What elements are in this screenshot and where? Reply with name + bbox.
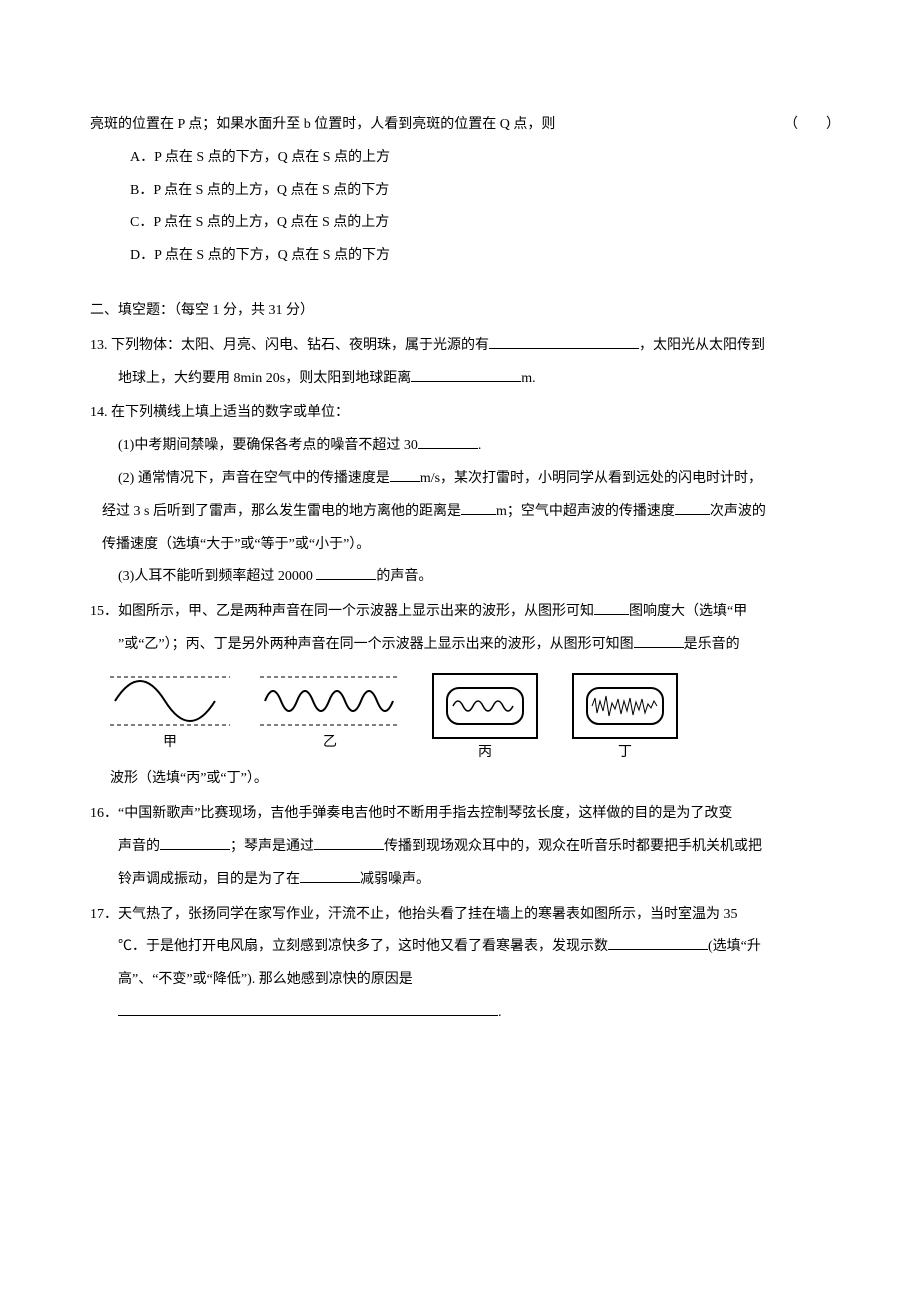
waveforms-figure: 甲 乙 丙 丁 — [90, 671, 840, 763]
q15-line2: ”或“乙”）；丙、丁是另外两种声音在同一个示波器上显示出来的波形，从图形可知图 是… — [90, 630, 840, 661]
wave-bing-label: 丙 — [478, 743, 492, 763]
q15-line3: 波形（选填“丙”或“丁”）。 — [90, 764, 840, 795]
q16-f: 减弱噪声。 — [360, 872, 430, 887]
wave-yi-svg — [260, 671, 400, 731]
q16-line3: 铃声调成振动，目的是为了在 减弱噪声。 — [90, 865, 840, 896]
q16-c: ；琴声是通过 — [230, 839, 314, 854]
q14-p1-pre: (1)中考期间禁噪，要确保各考点的噪音不超过 30 — [118, 438, 418, 453]
wave-yi: 乙 — [260, 671, 400, 753]
q14-p2-blank1[interactable] — [390, 465, 420, 482]
q12-option-B: B．P 点在 S 点的上方，Q 点在 S 点的下方 — [90, 176, 840, 207]
q13-blank1[interactable] — [489, 332, 639, 349]
q14-p2-c: 经过 3 s 后听到了雷声，那么发生雷电的地方离他的距离是 — [102, 504, 461, 519]
q13-blank2[interactable] — [411, 365, 521, 382]
q14-p2-blank3[interactable] — [675, 498, 710, 515]
wave-bing-svg — [430, 671, 540, 741]
q17-line1: 17．天气热了，张扬同学在家写作业，汗流不止，他抬头看了挂在墙上的寒暑表如图所示… — [90, 900, 840, 931]
q16-b: 声音的 — [118, 839, 160, 854]
q13-line1: 13. 下列物体：太阳、月亮、闪电、钻石、夜明珠，属于光源的有 ，太阳光从太阳传到 — [90, 331, 840, 362]
q12-option-A: A．P 点在 S 点的下方，Q 点在 S 点的上方 — [90, 143, 840, 174]
q14-p2-line1: (2) 通常情况下，声音在空气中的传播速度是 m/s，某次打雷时，小明同学从看到远… — [90, 464, 840, 495]
q17-e: . — [498, 1005, 502, 1020]
q13-cont1: 地球上，大约要用 8min 20s，则太阳到地球距离 — [118, 371, 411, 386]
q15-blank1[interactable] — [594, 598, 629, 615]
q16-d: 传播到现场观众耳中的，观众在听音乐时都要把手机关机或把 — [384, 839, 762, 854]
q12-stem-cont: 亮斑的位置在 P 点；如果水面升至 b 位置时，人看到亮斑的位置在 Q 点，则 … — [90, 110, 840, 141]
q14-p3-pre: (3)人耳不能听到频率超过 20000 — [118, 569, 316, 584]
wave-yi-label: 乙 — [323, 733, 337, 753]
wave-ding-label: 丁 — [618, 743, 632, 763]
q12-text: 亮斑的位置在 P 点；如果水面升至 b 位置时，人看到亮斑的位置在 Q 点，则 — [90, 117, 555, 132]
q15-d: 是乐音的 — [684, 637, 740, 652]
wave-ding: 丁 — [570, 671, 680, 763]
q15-line1: 15．如图所示，甲、乙是两种声音在同一个示波器上显示出来的波形，从图形可知 图响度… — [90, 597, 840, 628]
q17-b: ℃．于是他打开电风扇，立刻感到凉快多了，这时他又看了看寒暑表，发现示数 — [118, 939, 608, 954]
q12-option-D: D．P 点在 S 点的下方，Q 点在 S 点的下方 — [90, 241, 840, 272]
q17-line4: . — [90, 998, 840, 1029]
q14-p1-blank[interactable] — [418, 432, 478, 449]
q14-p1: (1)中考期间禁噪，要确保各考点的噪音不超过 30. — [90, 431, 840, 462]
q12-option-C: C．P 点在 S 点的上方，Q 点在 S 点的上方 — [90, 208, 840, 239]
q16-e: 铃声调成振动，目的是为了在 — [118, 872, 300, 887]
q12-paren: （ ） — [784, 110, 840, 141]
q17-blank1[interactable] — [608, 934, 708, 951]
q17-line3: 高”、“不变”或“降低”). 那么她感到凉快的原因是 — [90, 965, 840, 996]
q13-post1: ，太阳光从太阳传到 — [639, 338, 765, 353]
q14-p2-e: 次声波的 — [710, 504, 766, 519]
wave-jia-label: 甲 — [163, 733, 177, 753]
q16-line1: 16．“中国新歌声”比赛现场，吉他手弹奏电吉他时不断用手指去控制琴弦长度，这样做… — [90, 799, 840, 830]
wave-bing: 丙 — [430, 671, 540, 763]
q13-line2: 地球上，大约要用 8min 20s，则太阳到地球距离 m. — [90, 364, 840, 395]
q14-p1-post: . — [478, 438, 482, 453]
q15-b: 图响度大（选填“甲 — [629, 604, 747, 619]
q14-p2-d: m；空气中超声波的传播速度 — [496, 504, 675, 519]
q17-blank2[interactable] — [118, 999, 498, 1016]
q13-cont2: m. — [521, 371, 535, 386]
q16-blank2[interactable] — [314, 833, 384, 850]
q14-p3-post: 的声音。 — [376, 569, 432, 584]
q14-p3-blank[interactable] — [316, 564, 376, 581]
q14-head: 14. 在下列横线上填上适当的数字或单位： — [90, 398, 840, 429]
q14-p2-line2: 经过 3 s 后听到了雷声，那么发生雷电的地方离他的距离是 m；空气中超声波的传播… — [90, 497, 840, 528]
wave-jia: 甲 — [110, 671, 230, 753]
q14-p2-blank2[interactable] — [461, 498, 496, 515]
q14-p3: (3)人耳不能听到频率超过 20000 的声音。 — [90, 562, 840, 593]
q17-line2: ℃．于是他打开电风扇，立刻感到凉快多了，这时他又看了看寒暑表，发现示数 (选填“升 — [90, 932, 840, 963]
q14-p2-a: (2) 通常情况下，声音在空气中的传播速度是 — [118, 471, 390, 486]
q13-pre: 13. 下列物体：太阳、月亮、闪电、钻石、夜明珠，属于光源的有 — [90, 338, 489, 353]
q17-c: (选填“升 — [708, 939, 761, 954]
q15-blank2[interactable] — [634, 631, 684, 648]
q14-p2-line3: 传播速度（选填“大于”或“等于”或“小于”）。 — [90, 530, 840, 561]
q16-line2: 声音的 ；琴声是通过 传播到现场观众耳中的，观众在听音乐时都要把手机关机或把 — [90, 832, 840, 863]
q14-p2-b: m/s，某次打雷时，小明同学从看到远处的闪电时计时， — [420, 471, 762, 486]
wave-ding-svg — [570, 671, 680, 741]
section-2-title: 二、填空题：（每空 1 分，共 31 分） — [90, 296, 840, 327]
q16-blank3[interactable] — [300, 866, 360, 883]
q15-c: ”或“乙”）；丙、丁是另外两种声音在同一个示波器上显示出来的波形，从图形可知图 — [118, 637, 634, 652]
q15-a: 15．如图所示，甲、乙是两种声音在同一个示波器上显示出来的波形，从图形可知 — [90, 604, 594, 619]
q16-blank1[interactable] — [160, 833, 230, 850]
wave-jia-svg — [110, 671, 230, 731]
